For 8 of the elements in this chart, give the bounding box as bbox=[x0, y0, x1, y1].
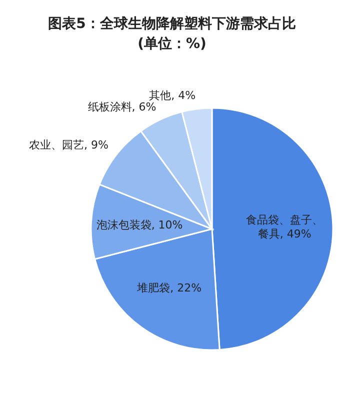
slice-label: 其他, 4% bbox=[149, 89, 196, 102]
slice-label: 食品袋、盘子、餐具, 49% bbox=[246, 214, 324, 241]
slice-label: 泡沫包装袋, 10% bbox=[96, 218, 183, 232]
chart-title: 图表5：全球生物降解塑料下游需求占比 bbox=[48, 15, 296, 32]
slice-label: 纸板涂料, 6% bbox=[88, 100, 156, 114]
slice-label: 堆肥袋, 22% bbox=[136, 282, 202, 295]
slice-label: 农业、园艺, 9% bbox=[29, 138, 108, 152]
chart-subtitle: (单位：%) bbox=[138, 36, 206, 52]
